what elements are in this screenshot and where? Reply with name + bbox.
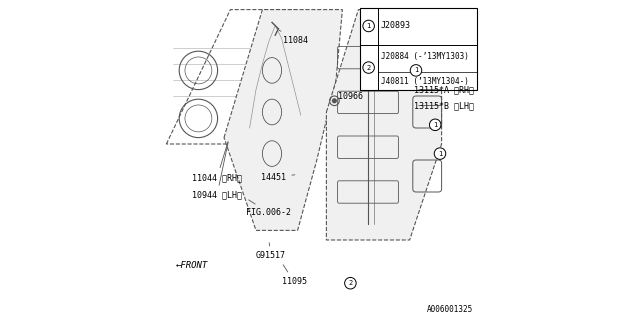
Text: 11084: 11084 bbox=[279, 30, 308, 44]
Bar bbox=[360, 8, 477, 90]
Circle shape bbox=[363, 20, 374, 32]
Text: J40811 (’13MY1304-): J40811 (’13MY1304-) bbox=[381, 77, 468, 86]
Text: ←FRONT: ←FRONT bbox=[176, 261, 208, 270]
Text: 10944 〈LH〉: 10944 〈LH〉 bbox=[192, 142, 242, 200]
Text: A006001325: A006001325 bbox=[428, 305, 474, 314]
Polygon shape bbox=[224, 10, 342, 230]
Polygon shape bbox=[326, 10, 442, 240]
Text: 2: 2 bbox=[348, 280, 353, 286]
Text: 1: 1 bbox=[414, 68, 418, 73]
Circle shape bbox=[410, 65, 422, 76]
Text: 13115*B 〈LH〉: 13115*B 〈LH〉 bbox=[415, 101, 474, 110]
Text: FIG.006-2: FIG.006-2 bbox=[246, 200, 291, 217]
Text: 2: 2 bbox=[367, 65, 371, 71]
Text: 14451: 14451 bbox=[261, 173, 295, 182]
Circle shape bbox=[429, 119, 441, 131]
Circle shape bbox=[363, 62, 374, 73]
Text: J20884 (-’13MY1303): J20884 (-’13MY1303) bbox=[381, 52, 468, 61]
Text: 11044 〈RH〉: 11044 〈RH〉 bbox=[192, 142, 242, 182]
Text: 1: 1 bbox=[433, 122, 437, 128]
Text: 10966: 10966 bbox=[334, 92, 363, 101]
Text: 11095: 11095 bbox=[282, 265, 307, 286]
Circle shape bbox=[332, 98, 337, 103]
Text: 1: 1 bbox=[438, 151, 442, 156]
Text: 13115*A 〈RH〉: 13115*A 〈RH〉 bbox=[415, 85, 474, 94]
Circle shape bbox=[344, 277, 356, 289]
Circle shape bbox=[435, 148, 445, 159]
Text: J20893: J20893 bbox=[381, 21, 411, 30]
Text: G91517: G91517 bbox=[256, 243, 286, 260]
Text: 1: 1 bbox=[367, 23, 371, 29]
